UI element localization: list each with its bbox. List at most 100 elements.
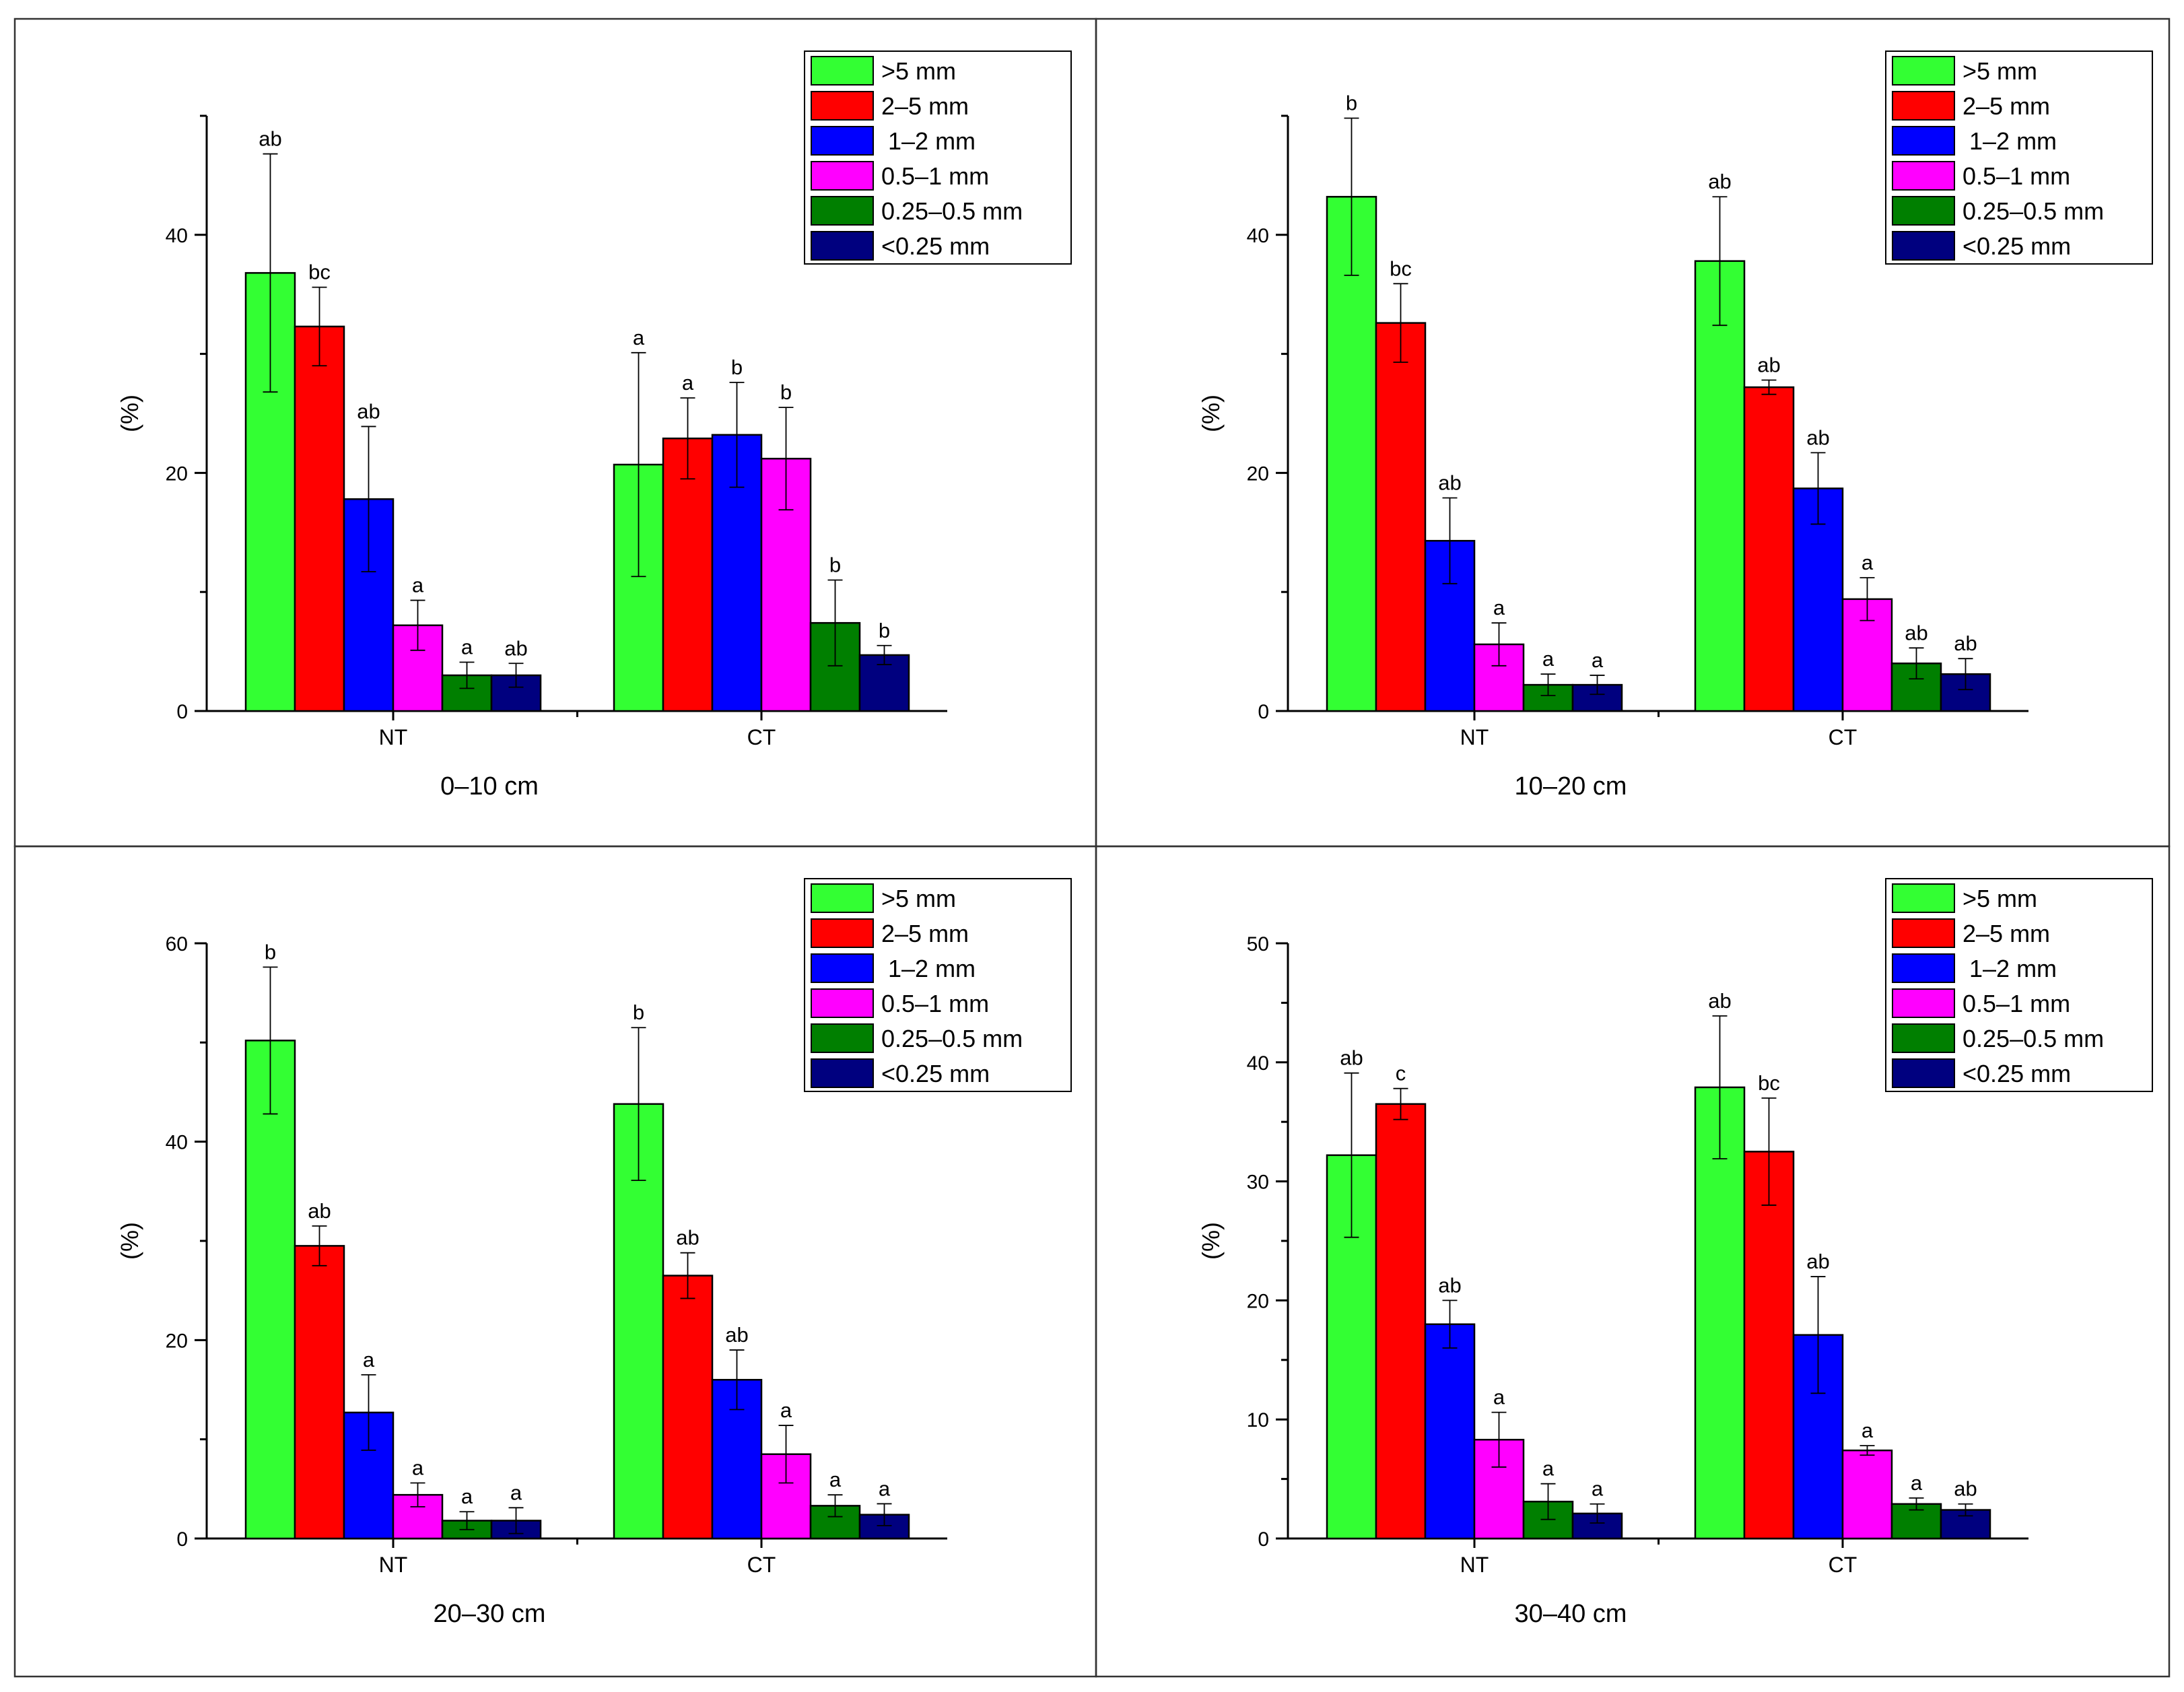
legend-entry: >5 mm [881,885,956,912]
legend-entry: 0.25–0.5 mm [1963,197,2104,225]
legend-entry: 0.25–0.5 mm [1963,1025,2104,1052]
legend-entry: >5 mm [1963,885,2037,912]
legend-swatch [811,161,874,191]
significance-label: ab [676,1226,699,1250]
legend-entry: 2–5 mm [881,920,969,947]
legend-swatch [811,126,874,156]
legend-swatch [1892,883,1955,913]
legend-entry: 0.25–0.5 mm [881,1025,1023,1052]
significance-label: a [412,1456,424,1479]
significance-label: bc [1758,1071,1780,1095]
legend-entry: >5 mm [1963,57,2037,85]
y-tick-label: 0 [1258,1528,1269,1551]
significance-label: ab [1954,632,1977,655]
bar [1326,195,1377,712]
significance-label: b [879,619,890,642]
x-axis-title: 30–40 cm [1515,1600,1627,1628]
significance-label: a [1542,647,1555,671]
significance-label: a [879,1477,891,1500]
significance-label: b [829,553,841,577]
y-tick-label: 40 [1247,225,1269,247]
legend-entry: 2–5 mm [1963,92,2050,120]
category-label: NT [1460,725,1489,749]
legend-entry: 0.5–1 mm [881,990,989,1017]
significance-label: ab [1757,353,1780,376]
bar [1694,1086,1746,1540]
panel-2: 0 20 40 (%) NT b bc ab a a a CT ab ab ab a ab ab 10–20 cm >… [1095,18,2171,848]
significance-label: ab [1806,426,1829,449]
legend-entry: 0.5–1 mm [881,162,989,190]
legend-swatch [1892,1058,1955,1088]
bar [1792,487,1844,712]
legend-swatch [811,196,874,226]
significance-label: a [633,326,645,349]
significance-label: a [829,1468,842,1491]
legend: >5 mm 2–5 mm 1–2 mm 0.5–1 mm 0.25–0.5 mm <0.… [804,878,1072,1092]
bar [760,1453,812,1540]
bar [1375,322,1427,712]
legend-swatch [811,988,874,1018]
legend-swatch [811,1058,874,1088]
legend-swatch [1892,231,1955,261]
y-tick-label: 40 [166,1132,188,1154]
significance-label: ab [1806,1250,1829,1273]
y-axis-label: (%) [116,395,143,432]
bar [1424,1323,1476,1540]
bar [1743,1151,1795,1540]
y-tick-label: 20 [1247,463,1269,485]
significance-label: ab [1438,1273,1461,1297]
bar [1841,1449,1893,1540]
category-label: CT [747,1553,776,1577]
bar [244,1040,296,1540]
significance-label: a [510,1481,522,1504]
legend-swatch [811,883,874,913]
significance-label: a [1862,1419,1874,1442]
y-axis-label: (%) [116,1222,143,1260]
y-tick-label: 50 [1247,933,1269,955]
legend-entry: 1–2 mm [1963,955,2057,982]
significance-label: ab [725,1323,748,1347]
legend-swatch [1892,91,1955,121]
significance-label: a [780,1398,792,1422]
legend-swatch [1892,56,1955,86]
legend-swatch [811,918,874,948]
legend-entry: <0.25 mm [881,232,990,260]
significance-label: b [265,940,276,963]
category-label: CT [747,725,776,749]
significance-label: ab [259,127,281,151]
significance-label: ab [1340,1046,1363,1070]
y-tick-label: 0 [176,1528,188,1551]
category-label: NT [1460,1553,1489,1577]
significance-label: bc [1390,257,1412,280]
legend-box [1885,878,2153,1092]
significance-label: ab [504,636,527,660]
significance-label: a [461,636,473,659]
category-label: NT [379,1553,408,1577]
y-tick-label: 60 [166,933,188,955]
significance-label: a [412,574,424,597]
y-tick-label: 20 [166,1330,188,1352]
significance-label: a [1862,551,1874,574]
y-tick-label: 40 [166,225,188,247]
significance-label: a [1493,1386,1505,1409]
bar [294,1245,345,1540]
legend-swatch [811,953,874,983]
significance-label: a [1493,596,1505,619]
bar [1694,260,1746,712]
y-axis-label: (%) [1197,1222,1225,1260]
legend-box [1885,50,2153,265]
legend-box [804,50,1072,265]
legend-entry: 0.5–1 mm [1963,162,2070,190]
significance-label: ab [1954,1477,1977,1501]
y-tick-label: 20 [166,463,188,485]
legend: >5 mm 2–5 mm 1–2 mm 0.5–1 mm 0.25–0.5 mm <0.… [804,50,1072,265]
significance-label: b [731,356,743,379]
legend: >5 mm 2–5 mm 1–2 mm 0.5–1 mm 0.25–0.5 mm <0.… [1885,878,2153,1092]
significance-label: bc [308,261,331,284]
panel-3: 0 20 40 60 (%) NT b ab a a a a CT b ab ab a a a 20–30 cm >5 … [13,845,1097,1678]
legend: >5 mm 2–5 mm 1–2 mm 0.5–1 mm 0.25–0.5 mm <0.… [1885,50,2153,265]
significance-label: ab [1438,471,1461,495]
legend-swatch [1892,918,1955,948]
